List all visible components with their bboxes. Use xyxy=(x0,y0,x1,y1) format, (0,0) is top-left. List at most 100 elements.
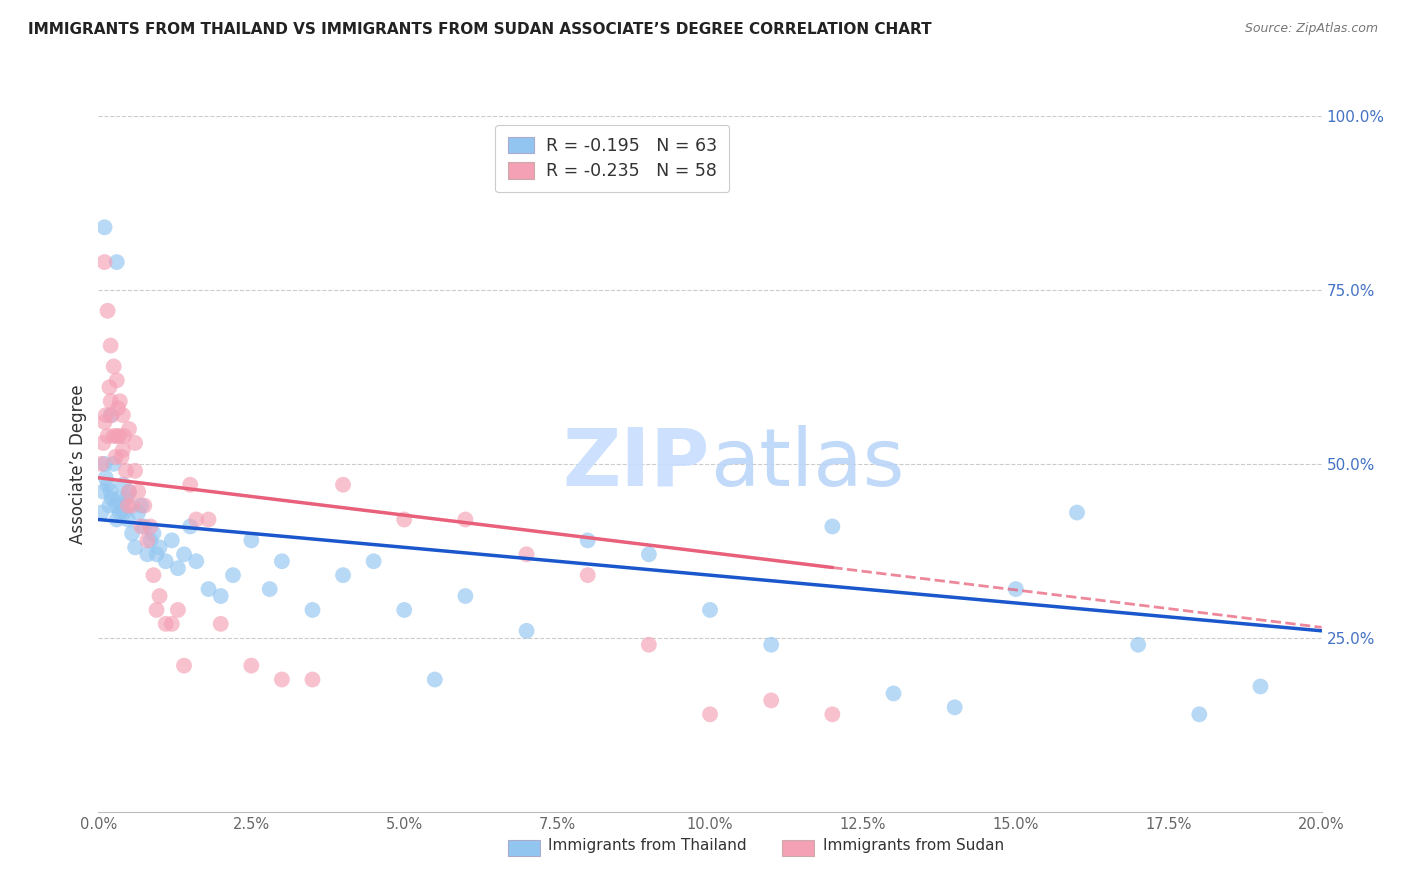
Point xyxy=(90,457,112,471)
Point xyxy=(105,512,128,526)
Point xyxy=(104,499,127,513)
Point xyxy=(301,673,323,687)
Point xyxy=(761,693,783,707)
Point xyxy=(270,673,294,687)
Point xyxy=(90,506,112,520)
Point xyxy=(107,401,129,416)
Point xyxy=(117,499,139,513)
Point xyxy=(124,541,146,555)
Point xyxy=(107,491,129,506)
Point xyxy=(240,658,263,673)
Point xyxy=(943,700,966,714)
Point xyxy=(1066,506,1088,520)
Point xyxy=(98,380,121,394)
Point xyxy=(149,589,172,603)
Point xyxy=(97,303,120,318)
Point xyxy=(115,464,138,478)
Point xyxy=(1004,582,1026,596)
Point xyxy=(100,338,122,352)
Text: Immigrants from Sudan: Immigrants from Sudan xyxy=(823,838,1004,853)
Point xyxy=(173,547,195,561)
Point xyxy=(363,554,385,568)
Point xyxy=(104,450,127,464)
Point xyxy=(134,519,156,533)
Point xyxy=(638,638,661,652)
Point xyxy=(97,477,120,491)
Point xyxy=(209,616,232,631)
Point xyxy=(222,568,245,582)
Point xyxy=(160,616,183,631)
Point xyxy=(392,512,416,526)
Point xyxy=(1250,680,1272,694)
Point xyxy=(142,568,165,582)
Point xyxy=(93,415,115,429)
Point xyxy=(100,484,122,499)
Point xyxy=(103,457,125,471)
Point xyxy=(100,408,122,422)
Point xyxy=(111,477,134,491)
Point xyxy=(129,499,152,513)
Point xyxy=(149,541,172,555)
Point xyxy=(638,547,661,561)
Text: IMMIGRANTS FROM THAILAND VS IMMIGRANTS FROM SUDAN ASSOCIATE’S DEGREE CORRELATION: IMMIGRANTS FROM THAILAND VS IMMIGRANTS F… xyxy=(28,22,932,37)
Point xyxy=(454,589,477,603)
Point xyxy=(332,477,354,491)
Point xyxy=(1128,638,1150,652)
Point xyxy=(197,582,219,596)
Point xyxy=(118,422,141,436)
Point xyxy=(98,499,121,513)
Point xyxy=(142,526,165,541)
Point xyxy=(111,408,134,422)
Point xyxy=(94,471,117,485)
Point xyxy=(883,686,905,700)
Text: Source: ZipAtlas.com: Source: ZipAtlas.com xyxy=(1244,22,1378,36)
Point xyxy=(145,603,167,617)
Point xyxy=(179,477,201,491)
Point xyxy=(101,491,124,506)
Bar xyxy=(508,840,540,856)
Point xyxy=(576,568,599,582)
Point xyxy=(118,484,141,499)
Point xyxy=(209,589,232,603)
Point xyxy=(111,499,134,513)
Point xyxy=(139,519,162,533)
Point xyxy=(454,512,477,526)
Text: atlas: atlas xyxy=(710,425,904,503)
Point xyxy=(115,491,138,506)
Point xyxy=(392,603,416,617)
Point xyxy=(108,506,131,520)
Point xyxy=(145,547,167,561)
Point xyxy=(121,526,143,541)
Y-axis label: Associate’s Degree: Associate’s Degree xyxy=(69,384,87,543)
Point xyxy=(108,429,131,443)
Point xyxy=(179,519,201,533)
Point xyxy=(93,220,115,235)
Point xyxy=(186,554,208,568)
Point xyxy=(108,394,131,409)
Point xyxy=(101,408,124,422)
Point xyxy=(240,533,263,548)
Point xyxy=(301,603,323,617)
Point xyxy=(117,512,139,526)
Point xyxy=(139,533,162,548)
Bar xyxy=(782,840,814,856)
Point xyxy=(761,638,783,652)
Point xyxy=(516,624,538,638)
Point xyxy=(516,547,538,561)
Point xyxy=(105,373,128,387)
Point xyxy=(699,707,721,722)
Point xyxy=(173,658,195,673)
Point xyxy=(112,506,135,520)
Point xyxy=(423,673,446,687)
Point xyxy=(699,603,721,617)
Point xyxy=(821,519,844,533)
Point xyxy=(127,506,149,520)
Point xyxy=(167,603,190,617)
Point xyxy=(121,499,143,513)
Point xyxy=(111,442,134,457)
Point xyxy=(259,582,281,596)
Point xyxy=(93,255,115,269)
Point xyxy=(155,616,177,631)
Point xyxy=(155,554,177,568)
Point xyxy=(105,255,128,269)
